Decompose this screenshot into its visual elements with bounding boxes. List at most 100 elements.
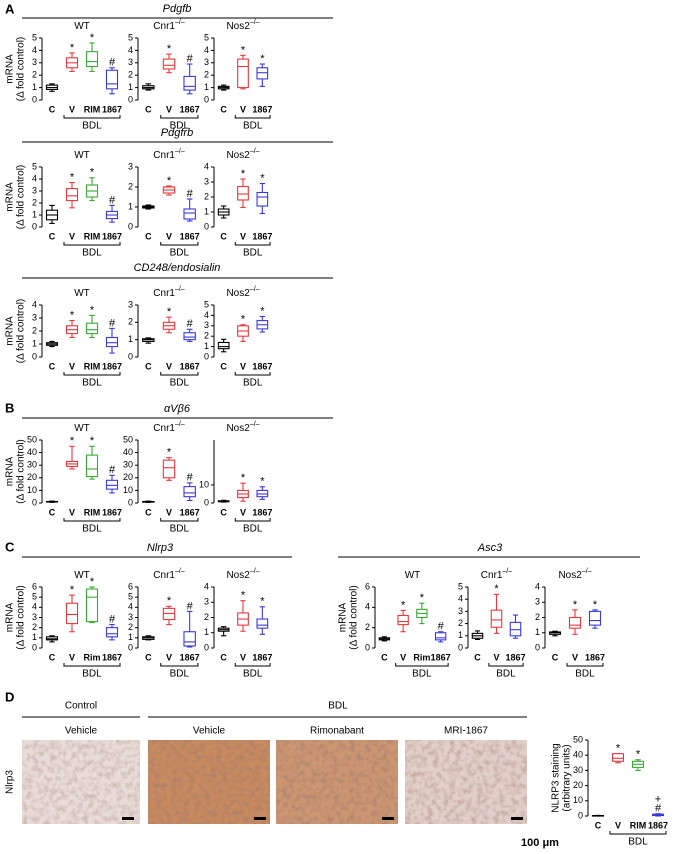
- bracket-label: BDL: [243, 121, 263, 132]
- y-tick-label: 40: [27, 447, 37, 457]
- y-tick-label: 2: [204, 70, 209, 80]
- y-tick-label: 4: [32, 45, 37, 55]
- y-tick-label: 30: [123, 460, 133, 470]
- bracket: [63, 372, 121, 376]
- box: [256, 67, 269, 80]
- x-tick-label: V: [615, 820, 621, 830]
- x-tick-label: C: [474, 652, 481, 662]
- box: [256, 618, 269, 629]
- chart-title: Cnr1–/–: [481, 568, 513, 581]
- y-tick-label: 4: [204, 310, 209, 320]
- x-tick-label: 1867: [648, 820, 668, 830]
- bracket: [63, 242, 121, 246]
- x-tick-label: V: [493, 652, 499, 662]
- y-tick-label: 0: [204, 94, 209, 104]
- y-tick-label: 0: [32, 94, 37, 104]
- y-tick-label: 5: [458, 581, 463, 591]
- box: [237, 58, 249, 89]
- significance: *: [241, 44, 246, 56]
- y-tick-label: 4: [204, 45, 209, 55]
- y-tick-label: 1: [535, 627, 540, 637]
- x-tick-label: 1867: [585, 652, 605, 662]
- gene-title: Nlrp3: [147, 542, 174, 554]
- chart-title: Cnr1–/–: [153, 148, 185, 161]
- y-tick-label: 1: [32, 82, 37, 92]
- bracket-label: BDL: [82, 669, 102, 680]
- bracket: [160, 663, 199, 667]
- y-tick-label: 30: [27, 460, 37, 470]
- box: [85, 51, 99, 68]
- x-tick-label: 1867: [252, 361, 272, 371]
- y-tick-label: 2: [32, 70, 37, 80]
- bracket: [63, 518, 121, 522]
- gene-title: Pdgfrb: [161, 127, 193, 139]
- image-label: Vehicle: [193, 726, 226, 737]
- x-tick-label: RIM: [84, 104, 101, 114]
- y-tick-label: 0: [128, 351, 133, 361]
- y-tick-label: 1: [204, 82, 209, 92]
- title-text: Nos2: [558, 570, 582, 581]
- box: [105, 69, 119, 90]
- group-label: Control: [65, 701, 97, 712]
- y-tick-label: 4: [458, 594, 463, 604]
- y-tick-label: 30: [573, 765, 583, 775]
- y-tick-label: 5: [204, 299, 209, 309]
- title-sup: –/–: [175, 19, 185, 26]
- scale-bar: [122, 817, 134, 820]
- significance: *: [260, 53, 265, 65]
- x-tick-label: V: [69, 104, 75, 114]
- box: [588, 610, 602, 626]
- significance: *: [167, 175, 172, 187]
- y-tick-label: 2: [128, 622, 133, 632]
- x-tick-label: V: [240, 231, 246, 241]
- chart-title: Nos2–/–: [226, 421, 259, 434]
- y-tick-label: 50: [123, 434, 133, 444]
- panel-label: B: [5, 400, 14, 415]
- y-tick-label: 40: [573, 750, 583, 760]
- x-tick-label: RIM: [84, 231, 101, 241]
- micrograph-texture: [405, 740, 527, 824]
- y-tick-label: 3: [458, 606, 463, 616]
- y-tick-label: 4: [32, 173, 37, 183]
- y-tick-label: 1: [458, 630, 463, 640]
- x-tick-label: C: [49, 361, 56, 371]
- title-text: Nos2: [226, 423, 250, 434]
- bracket-label: BDL: [412, 669, 432, 680]
- bracket-label: BDL: [170, 378, 190, 389]
- chart-title: Nos2–/–: [226, 19, 259, 32]
- y-tick-label: 1: [204, 627, 209, 637]
- y-axis-label: (arbitrary units): [562, 744, 573, 811]
- y-tick-label: 0: [365, 642, 370, 652]
- y-tick-label: 4: [535, 581, 540, 591]
- box: [611, 753, 625, 762]
- bracket-label: BDL: [82, 248, 102, 259]
- x-tick-label: C: [145, 231, 152, 241]
- bracket: [234, 518, 271, 522]
- bracket-label: BDL: [82, 121, 102, 132]
- x-tick-label: C: [49, 652, 56, 662]
- title-text: WT: [74, 288, 90, 299]
- bracket: [234, 242, 271, 246]
- y-tick-label: 2: [535, 612, 540, 622]
- bracket: [234, 372, 271, 376]
- x-tick-label: 1867: [252, 652, 272, 662]
- chart-title: Nos2–/–: [226, 286, 259, 299]
- y-tick-label: 1: [32, 209, 37, 219]
- y-tick-label: 3: [32, 185, 37, 195]
- x-tick-label: 1867: [180, 231, 200, 241]
- y-tick-label: 1: [128, 201, 133, 211]
- title-text: Nos2: [226, 288, 250, 299]
- x-tick-label: 1867: [102, 652, 122, 662]
- y-tick-label: 20: [27, 472, 37, 482]
- y-tick-label: 0: [204, 351, 209, 361]
- bracket: [566, 663, 604, 667]
- significance: *: [70, 310, 75, 322]
- x-tick-label: C: [220, 652, 227, 662]
- y-tick-label: 0: [128, 497, 133, 507]
- y-axis-label: mRNA: [5, 456, 16, 486]
- y-tick-label: 50: [27, 434, 37, 444]
- bracket: [160, 372, 199, 376]
- y-tick-label: 2: [204, 191, 209, 201]
- y-tick-label: 6: [128, 581, 133, 591]
